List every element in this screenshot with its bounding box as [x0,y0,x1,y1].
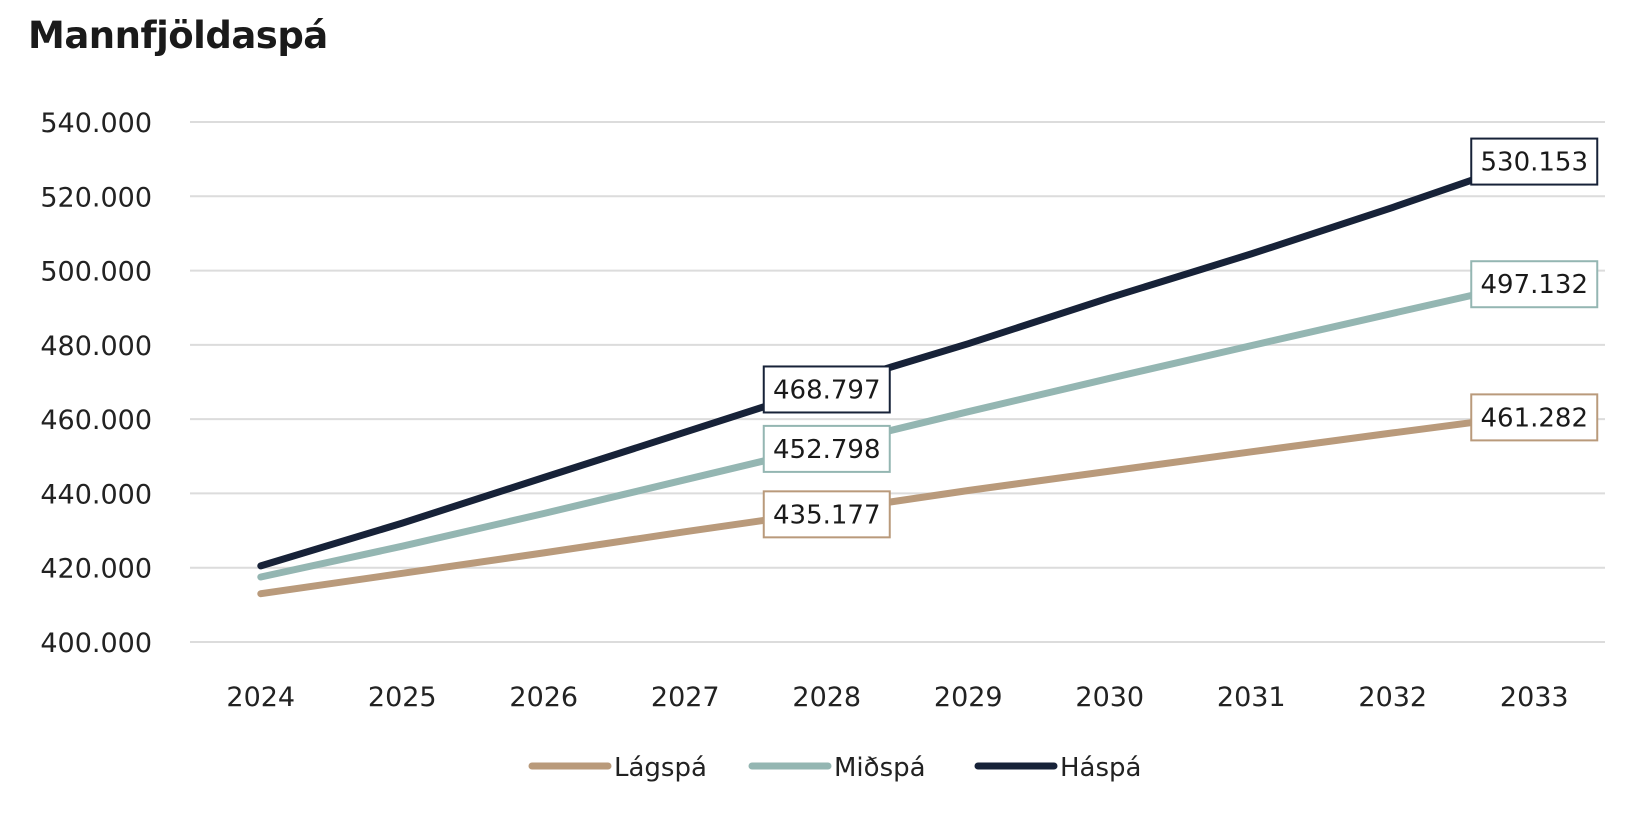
data-label-box [1470,393,1599,442]
series-line-2 [257,155,1538,570]
x-tick-label: 2030 [1075,682,1144,713]
series-line-1 [257,277,1538,581]
legend-item: Miðspá [748,753,926,783]
data-label: 452.798 [762,424,891,473]
data-label-box [762,424,891,473]
x-tick-label: 2025 [368,682,437,713]
y-gridlines [190,121,1605,643]
data-label-box [762,490,891,539]
legend-label: Lágspá [614,753,707,783]
y-axis: 400.000 420.000 440.000 460.000 480.000 500.0… [40,108,152,659]
x-tick-label: 2028 [792,682,861,713]
legend-item: Lágspá [528,753,707,783]
legend: Lágspá Miðspá Háspá [528,753,1141,783]
data-label: 497.132 [1470,260,1599,309]
y-tick-label: 420.000 [40,554,152,585]
y-tick-label: 460.000 [40,405,152,436]
series-line-0 [257,410,1538,598]
x-tick-label: 2032 [1358,682,1427,713]
data-label-text: 435.177 [773,500,881,530]
y-tick-label: 520.000 [40,182,152,213]
y-tick-label: 480.000 [40,331,152,362]
data-label-text: 530.153 [1480,148,1588,178]
y-tick-label: 400.000 [40,628,152,659]
data-label-text: 497.132 [1480,270,1588,300]
data-label-text: 468.797 [773,375,881,405]
data-label: 530.153 [1470,137,1599,186]
data-label: 435.177 [762,490,891,539]
y-tick-label: 500.000 [40,257,152,288]
y-tick-label: 440.000 [40,479,152,510]
data-label: 461.282 [1470,393,1599,442]
data-label-text: 452.798 [773,435,881,465]
y-tick-label: 540.000 [40,108,152,139]
data-label-text: 461.282 [1480,403,1588,433]
x-tick-label: 2031 [1217,682,1286,713]
x-tick-label: 2033 [1500,682,1569,713]
x-tick-label: 2029 [934,682,1003,713]
x-axis: 2024 2025 2026 2027 2028 2029 2030 2031 2032 2033 [226,682,1568,713]
x-tick-label: 2026 [509,682,578,713]
data-label: 468.797 [762,365,891,414]
x-tick-label: 2027 [651,682,720,713]
data-label-box [1470,137,1599,186]
chart-title: Mannfjöldaspá [28,14,328,57]
data-label-box [1470,260,1599,309]
data-label-box [762,365,891,414]
legend-label: Háspá [1060,753,1141,783]
legend-label: Miðspá [834,753,926,783]
x-tick-label: 2024 [226,682,295,713]
legend-item: Háspá [974,753,1141,783]
